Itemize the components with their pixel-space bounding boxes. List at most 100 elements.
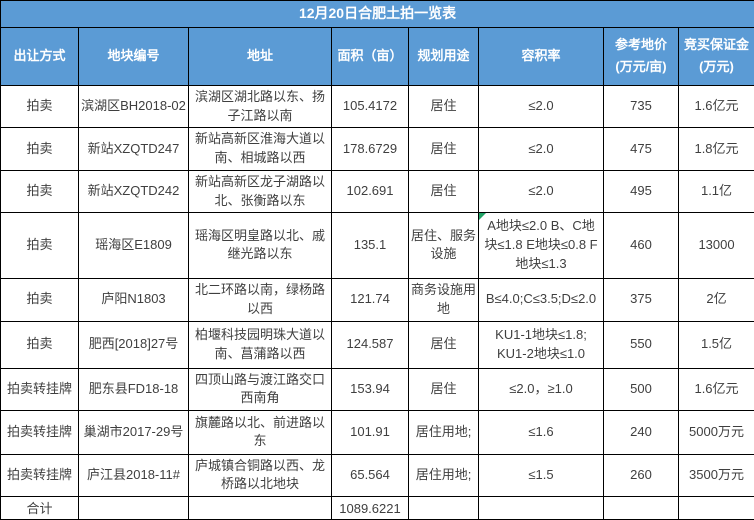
address-cell[interactable]: 柏堰科技园明珠大道以南、菖蒲路以西 bbox=[188, 321, 332, 369]
area-cell[interactable]: 124.587 bbox=[331, 321, 409, 369]
total-planned-use-cell[interactable] bbox=[408, 496, 479, 520]
method-cell[interactable]: 拍卖 bbox=[0, 277, 79, 323]
deposit-cell[interactable]: 3500万元 bbox=[677, 453, 754, 498]
title-row: 12月20日合肥土拍一览表 bbox=[0, 0, 754, 28]
total-area-cell[interactable]: 1089.6221 bbox=[331, 496, 409, 520]
deposit-cell[interactable]: 1.8亿元 bbox=[677, 127, 754, 171]
planned-use-cell[interactable]: 居住用地; bbox=[408, 410, 479, 455]
parcel-id-cell[interactable]: 巢湖市2017-29号 bbox=[78, 410, 189, 455]
ref-price-cell[interactable]: 240 bbox=[603, 410, 679, 455]
plot-ratio-cell[interactable]: ≤2.0 bbox=[478, 169, 604, 214]
parcel-id-cell[interactable]: 肥西[2018]27号 bbox=[78, 321, 189, 369]
total-plot-ratio-cell[interactable] bbox=[478, 496, 604, 520]
planned-use-cell[interactable]: 居住、服务设施 bbox=[408, 212, 479, 279]
planned-use-cell[interactable]: 居住 bbox=[408, 84, 479, 129]
column-header-planned-use[interactable]: 规划用途 bbox=[408, 26, 479, 86]
planned-use-cell[interactable]: 居住用地; bbox=[408, 453, 479, 498]
deposit-cell[interactable]: 1.5亿 bbox=[677, 321, 754, 369]
cell-flag-triangle-icon bbox=[479, 213, 486, 221]
address-cell[interactable]: 四顶山路与渡江路交口西南角 bbox=[188, 367, 332, 412]
deposit-cell[interactable]: 1.1亿 bbox=[677, 169, 754, 214]
column-header-plot-ratio[interactable]: 容积率 bbox=[478, 26, 604, 86]
parcel-id-cell[interactable]: 新站XZQTD247 bbox=[78, 127, 189, 171]
planned-use-cell[interactable]: 居住 bbox=[408, 321, 479, 369]
method-cell[interactable]: 拍卖转挂牌 bbox=[0, 367, 79, 412]
table-row: 拍卖转挂牌 肥东县FD18-18 四顶山路与渡江路交口西南角 153.94 居住 ≤2.0… bbox=[0, 367, 754, 412]
area-cell[interactable]: 121.74 bbox=[331, 277, 409, 323]
table-row: 拍卖 新站XZQTD247 新站高新区淮海大道以南、相城路以西 178.6729 居住 ≤… bbox=[0, 127, 754, 171]
parcel-id-cell[interactable]: 肥东县FD18-18 bbox=[78, 367, 189, 412]
ref-price-cell[interactable]: 475 bbox=[603, 127, 679, 171]
parcel-id-cell[interactable]: 庐江县2018-11# bbox=[78, 453, 189, 498]
address-cell[interactable]: 旗麓路以北、前进路以东 bbox=[188, 410, 332, 455]
table-row: 拍卖 瑶海区E1809 瑶海区明皇路以北、戚继光路以东 135.1 居住、服务设施 A地块… bbox=[0, 212, 754, 279]
ref-price-cell[interactable]: 735 bbox=[603, 84, 679, 129]
sheet-title: 12月20日合肥土拍一览表 bbox=[0, 0, 754, 28]
column-header-area[interactable]: 面积（亩） bbox=[331, 26, 409, 86]
parcel-id-cell[interactable]: 滨湖区BH2018-02 bbox=[78, 84, 189, 129]
table-row: 拍卖 肥西[2018]27号 柏堰科技园明珠大道以南、菖蒲路以西 124.587 居住 K… bbox=[0, 321, 754, 369]
plot-ratio-cell[interactable]: ≤1.6 bbox=[478, 410, 604, 455]
method-cell[interactable]: 拍卖转挂牌 bbox=[0, 453, 79, 498]
planned-use-cell[interactable]: 居住 bbox=[408, 169, 479, 214]
method-cell[interactable]: 拍卖 bbox=[0, 212, 79, 279]
deposit-cell[interactable]: 13000 bbox=[677, 212, 754, 279]
method-cell[interactable]: 拍卖转挂牌 bbox=[0, 410, 79, 455]
parcel-id-cell[interactable]: 庐阳N1803 bbox=[78, 277, 189, 323]
area-cell[interactable]: 65.564 bbox=[331, 453, 409, 498]
column-header-deposit[interactable]: 竞买保证金 (万元) bbox=[677, 26, 754, 86]
plot-ratio-cell[interactable]: B≤4.0;C≤3.5;D≤2.0 bbox=[478, 277, 604, 323]
address-cell[interactable]: 新站高新区龙子湖路以北、张衡路以东 bbox=[188, 169, 332, 214]
method-cell[interactable]: 拍卖 bbox=[0, 169, 79, 214]
area-cell[interactable]: 178.6729 bbox=[331, 127, 409, 171]
address-cell[interactable]: 瑶海区明皇路以北、戚继光路以东 bbox=[188, 212, 332, 279]
method-cell[interactable]: 拍卖 bbox=[0, 84, 79, 129]
column-header-parcel-id[interactable]: 地块编号 bbox=[78, 26, 189, 86]
address-cell[interactable]: 庐城镇合铜路以西、龙桥路以北地块 bbox=[188, 453, 332, 498]
area-cell[interactable]: 101.91 bbox=[331, 410, 409, 455]
plot-ratio-cell[interactable]: ≤2.0 bbox=[478, 127, 604, 171]
parcel-id-cell[interactable]: 新站XZQTD242 bbox=[78, 169, 189, 214]
area-cell[interactable]: 102.691 bbox=[331, 169, 409, 214]
column-header-address[interactable]: 地址 bbox=[188, 26, 332, 86]
deposit-cell[interactable]: 1.6亿元 bbox=[677, 84, 754, 129]
area-cell[interactable]: 135.1 bbox=[331, 212, 409, 279]
total-deposit-cell[interactable] bbox=[677, 496, 754, 520]
area-cell[interactable]: 153.94 bbox=[331, 367, 409, 412]
total-parcel-id-cell[interactable] bbox=[78, 496, 189, 520]
address-cell[interactable]: 北二环路以南，绿杨路以西 bbox=[188, 277, 332, 323]
deposit-cell[interactable]: 2亿 bbox=[677, 277, 754, 323]
address-cell[interactable]: 滨湖区湖北路以东、扬子江路以南 bbox=[188, 84, 332, 129]
ref-price-cell[interactable]: 495 bbox=[603, 169, 679, 214]
plot-ratio-cell[interactable]: ≤2.0，≥1.0 bbox=[478, 367, 604, 412]
plot-ratio-cell[interactable]: A地块≤2.0 B、C地块≤1.8 E地块≤0.8 F地块≤1.3 bbox=[478, 212, 604, 279]
deposit-cell[interactable]: 1.6亿元 bbox=[677, 367, 754, 412]
ref-price-cell[interactable]: 500 bbox=[603, 367, 679, 412]
planned-use-cell[interactable]: 居住 bbox=[408, 367, 479, 412]
plot-ratio-cell[interactable]: ≤2.0 bbox=[478, 84, 604, 129]
deposit-cell[interactable]: 5000万元 bbox=[677, 410, 754, 455]
ref-price-cell[interactable]: 550 bbox=[603, 321, 679, 369]
column-header-ref-price[interactable]: 参考地价 (万元/亩) bbox=[603, 26, 679, 86]
parcel-id-cell[interactable]: 瑶海区E1809 bbox=[78, 212, 189, 279]
ref-price-cell[interactable]: 460 bbox=[603, 212, 679, 279]
planned-use-cell[interactable]: 商务设施用地 bbox=[408, 277, 479, 323]
total-label-cell[interactable]: 合计 bbox=[0, 496, 79, 520]
plot-ratio-cell[interactable]: ≤1.5 bbox=[478, 453, 604, 498]
total-row: 合计 1089.6221 bbox=[0, 496, 754, 520]
table-row: 拍卖转挂牌 庐江县2018-11# 庐城镇合铜路以西、龙桥路以北地块 65.564 居住… bbox=[0, 453, 754, 498]
ref-price-cell[interactable]: 375 bbox=[603, 277, 679, 323]
column-header-row: 出让方式 地块编号 地址 面积（亩） 规划用途 容积率 参考地价 (万元/亩) 竞买保证金 (… bbox=[0, 26, 754, 86]
ref-price-cell[interactable]: 260 bbox=[603, 453, 679, 498]
method-cell[interactable]: 拍卖 bbox=[0, 127, 79, 171]
address-cell[interactable]: 新站高新区淮海大道以南、相城路以西 bbox=[188, 127, 332, 171]
total-address-cell[interactable] bbox=[188, 496, 332, 520]
area-cell[interactable]: 105.4172 bbox=[331, 84, 409, 129]
plot-ratio-cell[interactable]: KU1-1地块≤1.8; KU1-2地块≤1.0 bbox=[478, 321, 604, 369]
table-row: 拍卖 庐阳N1803 北二环路以南，绿杨路以西 121.74 商务设施用地 B≤4.0;C… bbox=[0, 277, 754, 323]
planned-use-cell[interactable]: 居住 bbox=[408, 127, 479, 171]
total-ref-price-cell[interactable] bbox=[603, 496, 679, 520]
method-cell[interactable]: 拍卖 bbox=[0, 321, 79, 369]
column-header-method[interactable]: 出让方式 bbox=[0, 26, 79, 86]
